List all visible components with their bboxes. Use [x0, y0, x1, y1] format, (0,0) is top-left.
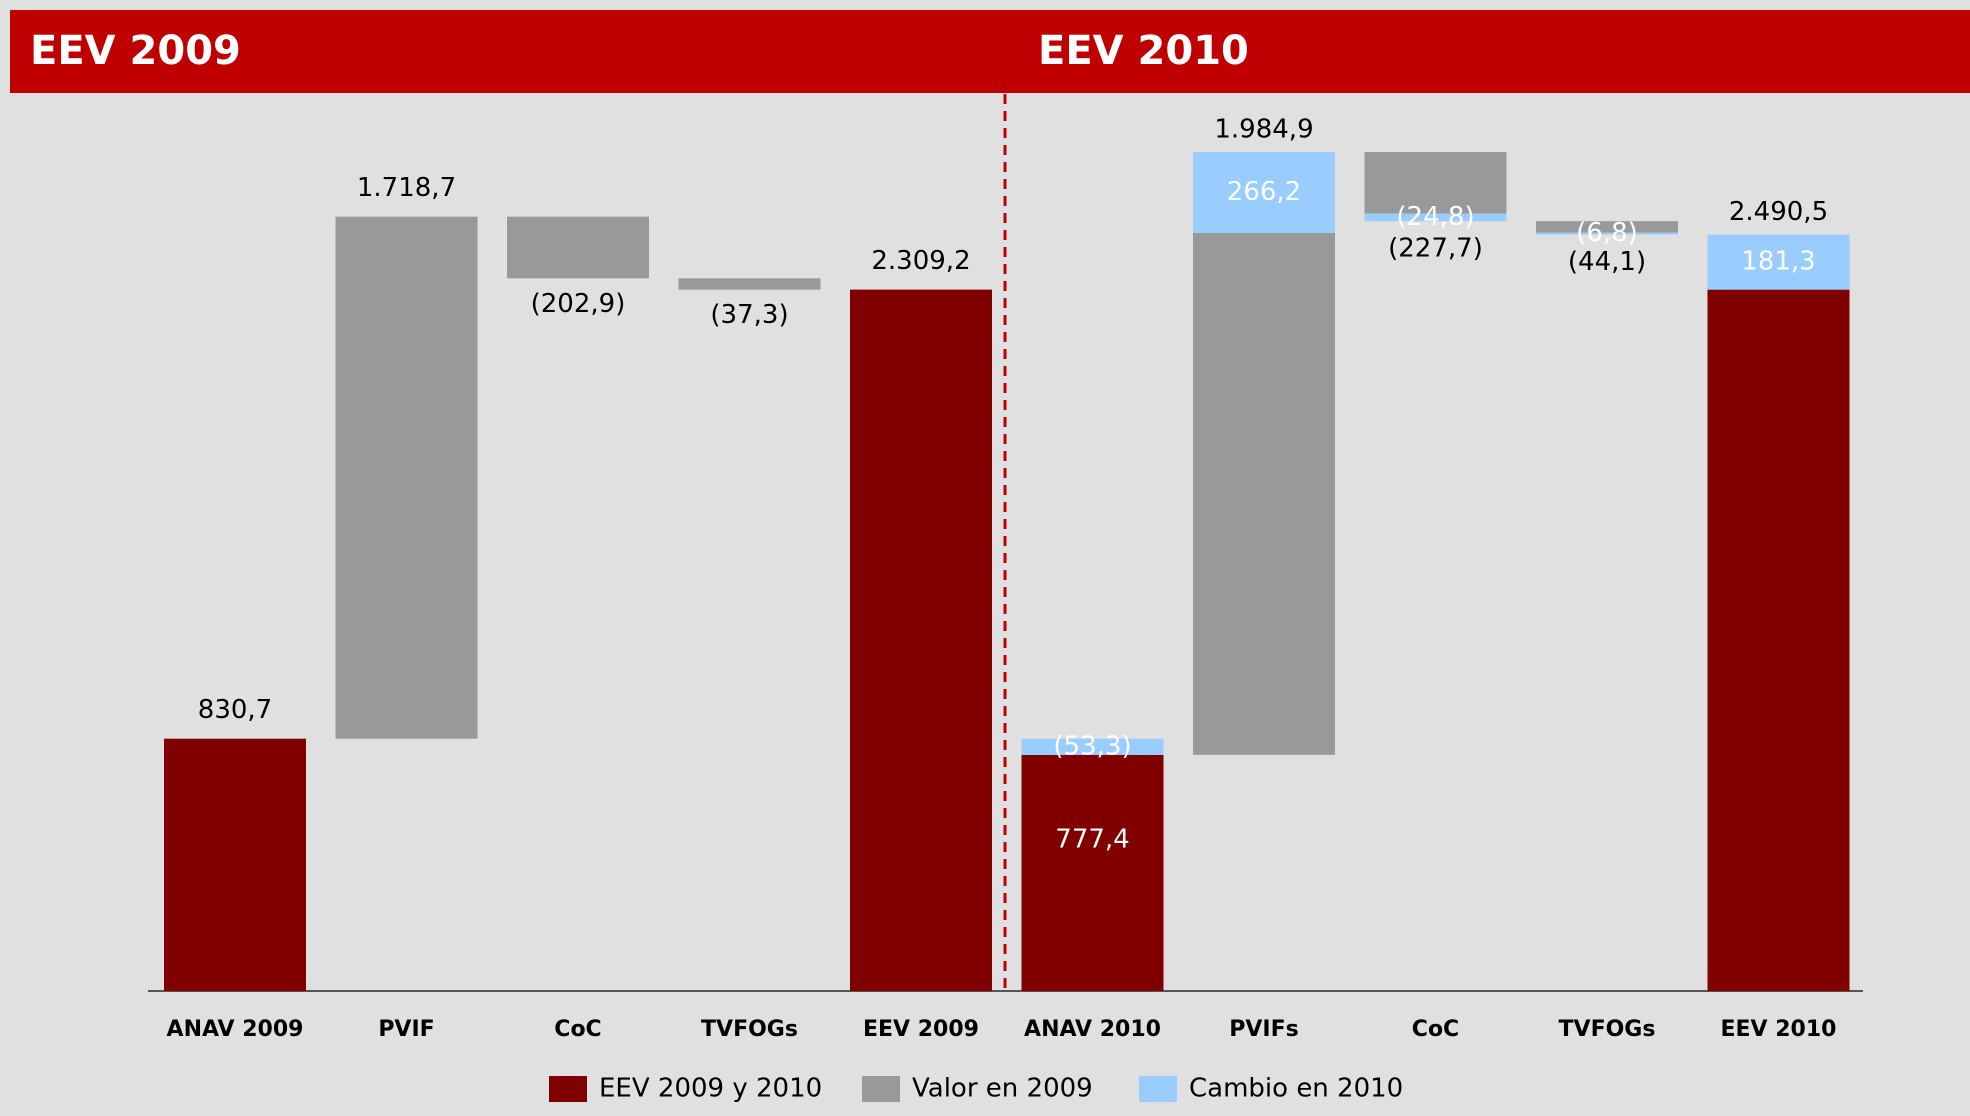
bar-segment: [1536, 232, 1678, 235]
panel-title: EEV 2009: [30, 28, 241, 74]
data-label: 181,3: [1741, 247, 1815, 277]
bar-segment: [1193, 152, 1335, 233]
data-label: 2.309,2: [871, 246, 970, 276]
data-label: (53,3): [1053, 731, 1131, 761]
total-label: (44,1): [1568, 247, 1646, 277]
bar-segment: [335, 216, 478, 739]
bar-segment: [507, 216, 649, 279]
x-tick-label: ANAV 2010: [1024, 1017, 1161, 1042]
x-tick-label: ANAV 2009: [167, 1017, 304, 1042]
data-label: 777,4: [1055, 824, 1129, 854]
bar-segment: [678, 278, 821, 290]
legend-label: Cambio en 2010: [1189, 1074, 1403, 1104]
x-tick-label: TVFOGs: [701, 1017, 798, 1042]
x-tick-label: EEV 2009: [863, 1017, 979, 1042]
x-tick-label: EEV 2010: [1721, 1017, 1837, 1042]
panel-title: EEV 2010: [1038, 28, 1249, 74]
data-label: (202,9): [531, 289, 626, 319]
total-label: 1.984,9: [1214, 115, 1313, 145]
bar-segment: [1364, 152, 1507, 214]
x-tick-label: TVFOGs: [1559, 1017, 1656, 1042]
data-label: 830,7: [198, 695, 272, 725]
data-label: 266,2: [1227, 177, 1301, 207]
legend-label: Valor en 2009: [912, 1074, 1093, 1104]
x-tick-label: CoC: [1412, 1017, 1459, 1042]
bar-segment: [1707, 234, 1850, 290]
bar-segment: [850, 289, 992, 992]
legend-label: EEV 2009 y 2010: [599, 1074, 822, 1104]
legend-swatch: [862, 1076, 900, 1102]
bar-segment: [1193, 232, 1335, 755]
bar-segment: [1021, 754, 1164, 991]
bar-segment: [164, 738, 306, 991]
x-tick-label: PVIF: [378, 1017, 434, 1042]
x-tick-label: CoC: [554, 1017, 601, 1042]
bar-segment: [1021, 738, 1164, 755]
data-label: (37,3): [710, 300, 788, 330]
data-label: (24,8): [1396, 202, 1474, 232]
total-label: (227,7): [1388, 234, 1483, 264]
x-tick-label: PVIFs: [1229, 1017, 1298, 1042]
bar-segment: [1536, 221, 1678, 233]
header-bar: [10, 10, 1970, 93]
data-label: (6,8): [1576, 218, 1638, 248]
data-label: 1.718,7: [357, 173, 456, 203]
bar-segment: [1707, 289, 1850, 992]
bar-segment: [1364, 213, 1507, 222]
legend-swatch: [1139, 1076, 1177, 1102]
total-label: 2.490,5: [1729, 197, 1828, 227]
legend-swatch: [549, 1076, 587, 1102]
